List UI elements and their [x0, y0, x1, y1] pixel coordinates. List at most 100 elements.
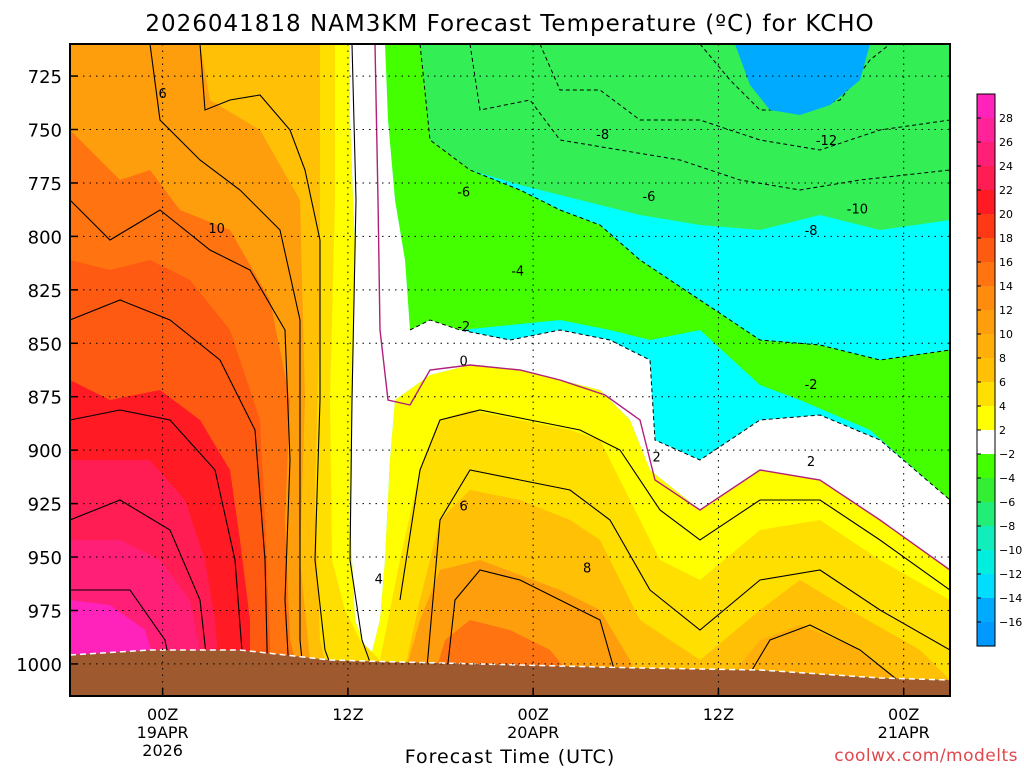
- colorbar-swatch: [977, 598, 995, 623]
- colorbar-swatch: [977, 190, 995, 215]
- terrain: [70, 650, 950, 696]
- isotherm-label: -8: [596, 128, 609, 143]
- colorbar-swatch: [977, 118, 995, 143]
- isotherm-label: -10: [847, 203, 868, 218]
- y-tick-label: 900: [28, 441, 62, 462]
- colorbar-label: −12: [999, 568, 1022, 581]
- colorbar-label: 6: [999, 376, 1006, 389]
- colorbar-label: 28: [999, 112, 1013, 125]
- colorbar-swatch: [977, 622, 995, 647]
- x-tick-label: 00Z: [888, 705, 919, 724]
- colorbar-swatch: [977, 406, 995, 431]
- isotherm-label: 8: [583, 562, 591, 577]
- colorbar-label: 20: [999, 208, 1013, 221]
- isotherm-label: 6: [460, 500, 468, 515]
- colorbar-swatch: [977, 286, 995, 311]
- colorbar-label: −2: [999, 448, 1015, 461]
- colorbar-label: 10: [999, 328, 1013, 341]
- colorbar-swatch: [977, 358, 995, 383]
- y-tick-label: 750: [28, 121, 62, 142]
- x-tick-label: 12Z: [703, 705, 734, 724]
- y-tick-label: 875: [28, 388, 62, 409]
- credit-text: coolwx.com/modelts: [834, 746, 1018, 766]
- colorbar-label: −8: [999, 520, 1015, 533]
- x-tick-label: 12Z: [332, 705, 363, 724]
- field-blue: [735, 44, 870, 115]
- colorbar-label: 18: [999, 232, 1013, 245]
- x-tick-label: 00Z: [517, 705, 548, 724]
- colorbar-frame: [976, 93, 996, 647]
- isotherm-label: 2: [807, 455, 815, 470]
- colorbar: 28 26 24 22 20 18 16 14 12 10 8 6 4 2 −2 −4 −6 −8 −10 −12 −1…: [976, 93, 1022, 647]
- isotherm-label: 4: [375, 572, 383, 587]
- colorbar-label: 12: [999, 304, 1013, 317]
- colorbar-label: −14: [999, 592, 1022, 605]
- isotherm-label: -6: [642, 190, 655, 205]
- isotherm-label: -2: [805, 378, 818, 393]
- x-tick-label: 21APR: [878, 723, 930, 742]
- isotherm-label: 2: [653, 451, 661, 466]
- grid-lines: [70, 44, 950, 696]
- colorbar-swatch: [977, 94, 995, 119]
- colorbar-swatch: [977, 262, 995, 287]
- colorbar-swatch: [977, 430, 995, 455]
- colorbar-label: 8: [999, 352, 1006, 365]
- colorbar-label: −4: [999, 472, 1015, 485]
- colorbar-label: 16: [999, 256, 1013, 269]
- y-tick-label: 950: [28, 548, 62, 569]
- field-white: [340, 44, 950, 660]
- y-tick-label: 975: [28, 601, 62, 622]
- colorbar-label: 4: [999, 400, 1006, 413]
- x-axis-label: Forecast Time (UTC): [405, 746, 615, 768]
- y-tick-label: 850: [28, 334, 62, 355]
- y-tick-label: 1000: [16, 655, 62, 676]
- colorbar-swatch: [977, 166, 995, 191]
- colorbar-label: 24: [999, 160, 1013, 173]
- isotherm-label: -4: [511, 265, 524, 280]
- colorbar-swatch: [977, 382, 995, 407]
- colorbar-swatch: [977, 238, 995, 263]
- zero-isotherm: [374, 44, 950, 571]
- colorbar-swatch: [977, 526, 995, 551]
- colorbar-swatch: [977, 478, 995, 503]
- isotherm-label: -2: [457, 320, 470, 335]
- isotherm-label: -12: [816, 134, 837, 149]
- colorbar-swatch: [977, 454, 995, 479]
- y-tick-label: 725: [28, 67, 62, 88]
- isotherm-label: 10: [208, 222, 225, 237]
- y-tick-label: 825: [28, 281, 62, 302]
- isotherm-labels: 6 10 4 -6 -8 -6 -4 -2 0 2 6 8 -12 -8 -10 -2 2: [158, 87, 867, 587]
- colorbar-label: −16: [999, 616, 1022, 629]
- y-tick-label: 925: [28, 495, 62, 516]
- isotherm-label: -6: [457, 186, 470, 201]
- x-tick-label: 20APR: [507, 723, 559, 742]
- colorbar-swatch: [977, 334, 995, 359]
- isotherm-label: -8: [805, 224, 818, 239]
- x-tick-label: 2026: [142, 741, 183, 760]
- y-axis: 725 750 775 800 825 850 875 900 925 950 975 1000: [16, 67, 78, 676]
- plot-area: [70, 44, 950, 696]
- plot-frame: [69, 43, 951, 697]
- colorbar-swatch: [977, 574, 995, 599]
- colorbar-swatch: [977, 310, 995, 335]
- colorbar-label: 22: [999, 184, 1013, 197]
- isotherm-label: 0: [460, 354, 468, 369]
- isotherm-label: 6: [158, 87, 166, 102]
- colorbar-label: −6: [999, 496, 1015, 509]
- colorbar-label: −10: [999, 544, 1022, 557]
- chart-title: 2026041818 NAM3KM Forecast Temperature (…: [145, 11, 874, 37]
- colorbar-swatch: [977, 550, 995, 575]
- x-tick-label: 00Z: [147, 705, 178, 724]
- isotherm-lines: [70, 44, 950, 691]
- colorbar-label: 14: [999, 280, 1013, 293]
- y-tick-label: 775: [28, 174, 62, 195]
- colorbar-swatch: [977, 502, 995, 527]
- colorbar-swatch: [977, 214, 995, 239]
- colorbar-label: 26: [999, 136, 1013, 149]
- colorbar-label: 2: [999, 424, 1006, 437]
- y-tick-label: 800: [28, 227, 62, 248]
- x-tick-label: 19APR: [137, 723, 189, 742]
- field-light-green: [385, 44, 950, 500]
